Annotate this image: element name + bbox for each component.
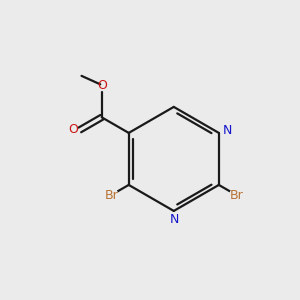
Text: O: O	[68, 123, 78, 136]
Text: N: N	[223, 124, 232, 137]
Text: Br: Br	[104, 188, 118, 202]
Text: Br: Br	[230, 188, 243, 202]
Text: N: N	[170, 213, 179, 226]
Text: O: O	[98, 79, 107, 92]
